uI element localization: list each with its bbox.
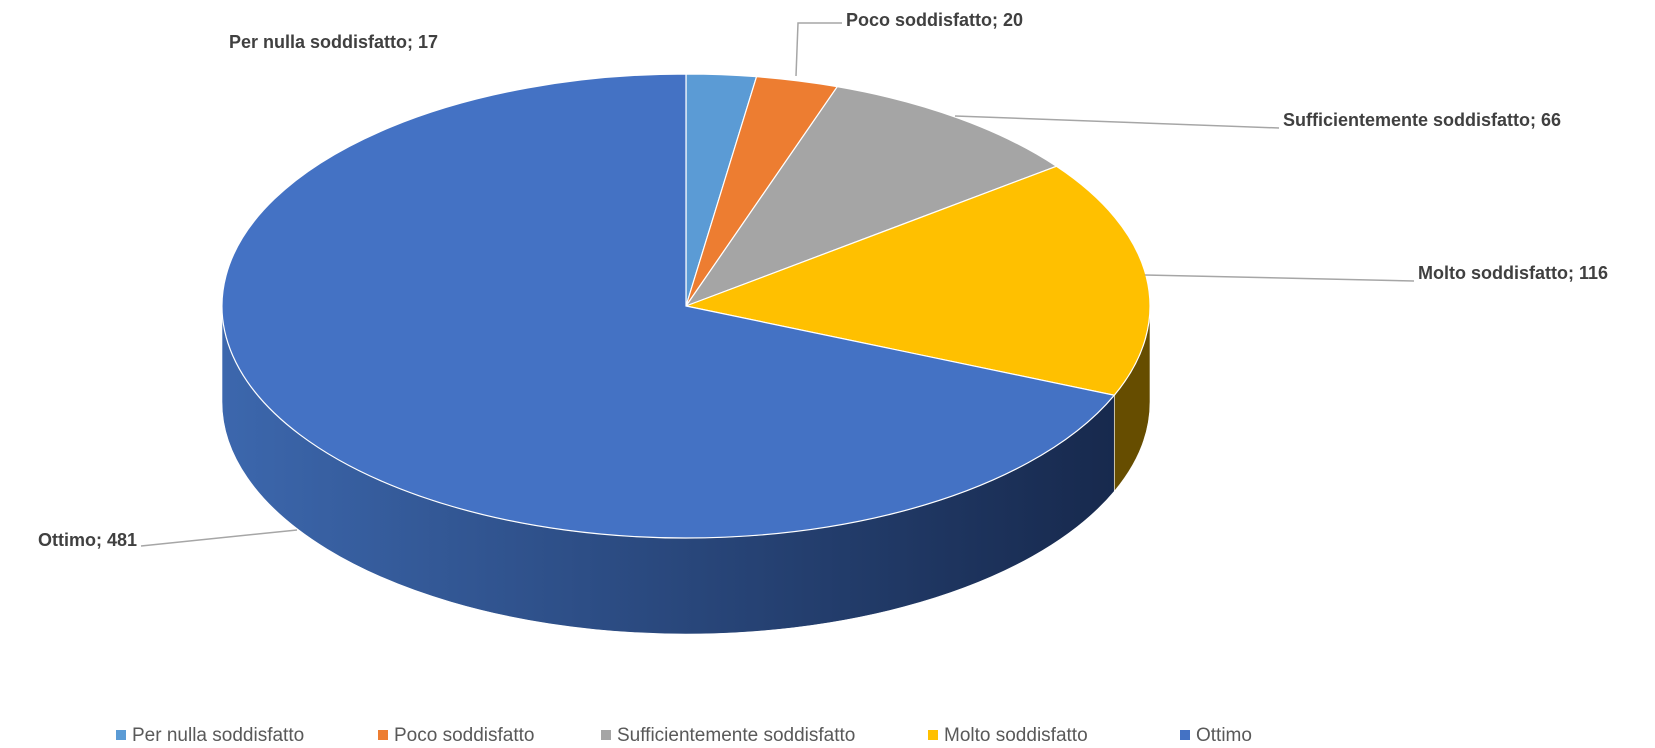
data-label: Per nulla soddisfatto; 17 <box>229 32 438 52</box>
data-label: Molto soddisfatto; 116 <box>1418 263 1608 283</box>
legend-label: Molto soddisfatto <box>944 725 1088 746</box>
data-label: Ottimo; 481 <box>38 530 137 550</box>
pie-slice <box>683 165 1151 396</box>
pie-slice <box>684 86 1058 308</box>
leader-line <box>140 529 298 547</box>
leader-line <box>954 115 1280 129</box>
leader-line <box>1144 274 1415 282</box>
legend-swatch <box>1180 730 1190 740</box>
legend-swatch <box>928 730 938 740</box>
legend-swatch <box>116 730 126 740</box>
data-label: Sufficientemente soddisfatto; 66 <box>1283 110 1561 130</box>
leader-line <box>795 22 842 77</box>
legend-label: Ottimo <box>1196 725 1252 746</box>
legend-label: Per nulla soddisfatto <box>132 725 304 746</box>
legend-swatch <box>601 730 611 740</box>
legend-label: Sufficientemente soddisfatto <box>617 725 855 746</box>
pie-slice <box>221 73 1116 539</box>
legend-label: Poco soddisfatto <box>394 725 534 746</box>
data-label: Poco soddisfatto; 20 <box>846 10 1023 30</box>
legend-swatch <box>378 730 388 740</box>
